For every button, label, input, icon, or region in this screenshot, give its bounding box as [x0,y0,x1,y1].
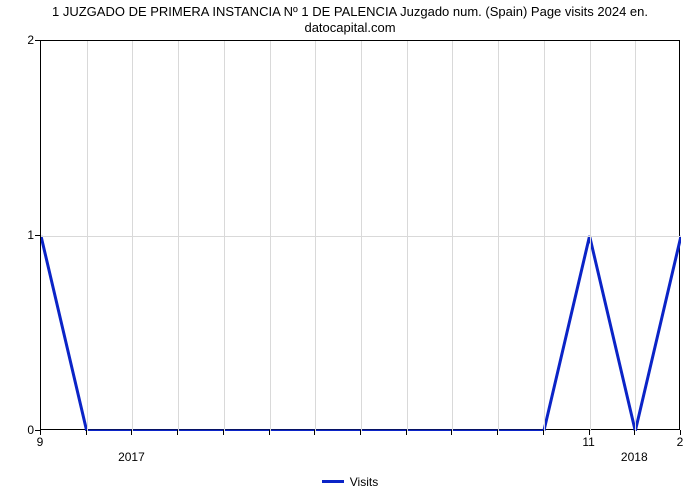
legend-label: Visits [350,475,378,489]
x-tick-mark [406,430,407,435]
x-tick-mark [223,430,224,435]
chart-container: 1 JUZGADO DE PRIMERA INSTANCIA Nº 1 DE P… [0,0,700,500]
title-line-2: datocapital.com [304,20,395,35]
x-tick-mark [360,430,361,435]
y-tick-label: 2 [16,33,34,47]
plot-area [40,40,680,430]
x-tick-mark [177,430,178,435]
x-tick-mark [269,430,270,435]
x-edge-label-left: 9 [37,435,44,449]
grid-line-horizontal [41,236,681,237]
x-tick-label-major: 2018 [621,450,648,464]
title-line-1: 1 JUZGADO DE PRIMERA INSTANCIA Nº 1 DE P… [52,4,648,19]
y-tick-mark [35,430,40,431]
x-tick-mark [634,430,635,435]
x-tick-mark [497,430,498,435]
x-tick-mark [543,430,544,435]
chart-title: 1 JUZGADO DE PRIMERA INSTANCIA Nº 1 DE P… [0,4,700,37]
x-tick-mark [314,430,315,435]
x-tick-mark [131,430,132,435]
x-tick-label-major: 2017 [118,450,145,464]
x-tick-mark [451,430,452,435]
y-tick-mark [35,40,40,41]
y-tick-label: 1 [16,228,34,242]
x-edge-label-right: 2 [677,435,684,449]
x-edge-label-right-inner: 11 [582,435,594,449]
legend-swatch [322,480,344,483]
legend-item-visits: Visits [322,475,378,489]
y-tick-mark [35,235,40,236]
y-tick-label: 0 [16,423,34,437]
legend: Visits [0,470,700,489]
x-tick-mark [86,430,87,435]
